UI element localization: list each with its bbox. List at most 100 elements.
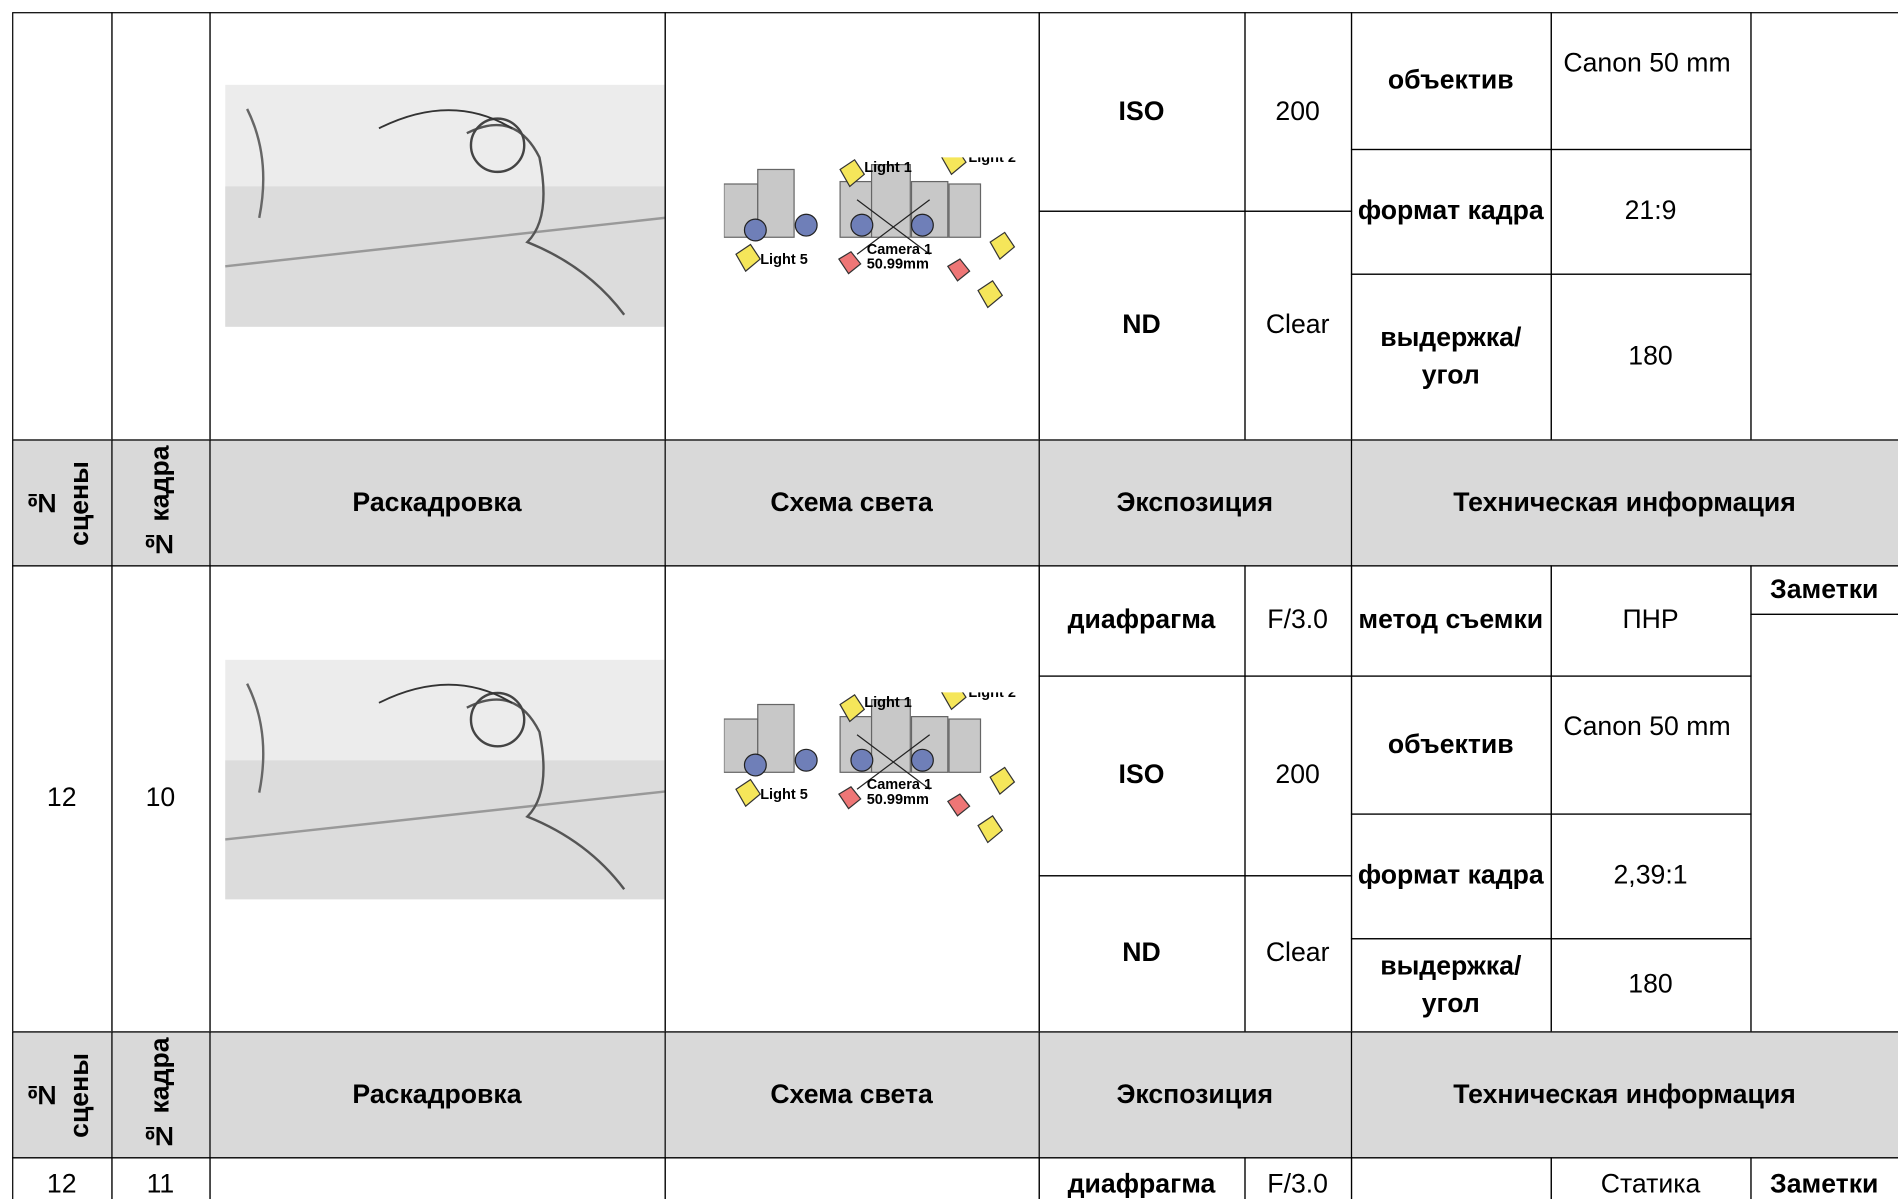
cell-text: ISO: [1118, 95, 1165, 126]
header-tech: Техническая информация: [1350, 438, 1898, 566]
exposure-label: диафрагма: [1038, 1156, 1245, 1199]
cell-text: 12: [46, 782, 77, 813]
frame-number: 11: [110, 1156, 211, 1199]
cell-text: 180: [1628, 968, 1673, 999]
frame-cell: [110, 11, 211, 441]
tech-value: Canon 50 mm: [1550, 674, 1751, 815]
scheme-label: Light 5: [760, 252, 808, 268]
header-light: Схема света: [663, 1030, 1040, 1158]
cell-text: 12: [46, 1167, 77, 1198]
exposure-value: 200: [1243, 11, 1352, 212]
storyboard-sketch: [225, 84, 665, 327]
tech-value: Статика: [1550, 1156, 1751, 1199]
scene-number: 12: [11, 564, 112, 1032]
cell-text: ND: [1122, 308, 1161, 340]
tech-value: 180: [1550, 937, 1751, 1032]
cell-text: Canon 50 mm: [1563, 46, 1731, 77]
cell-text: 2,39:1: [1613, 859, 1688, 890]
scheme-label: 50.99mm: [867, 257, 929, 273]
tech-value: 2,39:1: [1550, 812, 1751, 939]
cell-text: объектив: [1387, 64, 1514, 95]
tech-label: формат кадра: [1350, 812, 1552, 939]
cell-text: Схема света: [770, 486, 933, 517]
exposure-value: Clear: [1243, 210, 1352, 441]
exposure-label: ND: [1038, 210, 1245, 441]
cell-text: Раскадровка: [352, 1078, 522, 1109]
cell-text: 200: [1275, 759, 1320, 790]
scheme-label: Light 2: [968, 692, 1016, 701]
scheme-label: Light 2: [968, 157, 1016, 166]
frame-number: 10: [110, 564, 211, 1032]
notes-cell: [1749, 613, 1898, 1032]
tech-label: формат кадра: [1350, 148, 1552, 275]
tech-label: выдержка/ угол: [1350, 937, 1552, 1032]
scheme-label: Light 1: [864, 695, 912, 711]
cell-text: № сцены: [26, 459, 95, 545]
cell-text: Техническая информация: [1453, 486, 1796, 517]
scheme-label: Light 1: [864, 160, 912, 176]
cell-text: Экспозиция: [1116, 486, 1274, 517]
tech-value: Canon 50 mm: [1550, 11, 1751, 150]
cell-text: Схема света: [770, 1078, 933, 1109]
storyboard-sketch: [225, 659, 665, 900]
header-exposure: Экспозиция: [1038, 1030, 1352, 1158]
cell-text: Статика: [1600, 1167, 1701, 1198]
cell-text: F/3.0: [1267, 604, 1328, 635]
tech-label: выдержка/ угол: [1350, 272, 1552, 441]
cell-text: ISO: [1118, 759, 1165, 790]
exposure-label: ISO: [1038, 674, 1245, 876]
header-exposure: Экспозиция: [1038, 438, 1352, 566]
light-cell: [663, 1156, 1040, 1199]
light-scheme: Light 1 Light 2 Light 5 Camera 150.99mm: [723, 692, 1016, 844]
scene-number: 12: [11, 1156, 112, 1199]
scheme-label: Camera 1: [867, 242, 932, 258]
cell-text: выдержка/ угол: [1380, 949, 1522, 1018]
tech-label: объектив: [1350, 11, 1552, 150]
scene-cell: [11, 11, 112, 441]
exposure-value: Clear: [1243, 874, 1352, 1032]
cell-text: диафрагма: [1067, 604, 1216, 635]
cell-text: формат кадра: [1357, 859, 1544, 890]
cell-text: 11: [146, 1167, 175, 1198]
storyboard-cell: [208, 1156, 666, 1199]
cell-text: выдержка/ угол: [1380, 321, 1522, 390]
cell-text: № кадра: [144, 445, 175, 560]
cell-text: F/3.0: [1267, 1167, 1328, 1198]
header-light: Схема света: [663, 438, 1040, 566]
cell-text: формат кадра: [1357, 195, 1544, 226]
scheme-label: Light 5: [760, 787, 808, 803]
notes-cell: [1749, 11, 1898, 441]
header-frame: № кадра: [110, 438, 211, 566]
notes-label: Заметки: [1749, 1156, 1898, 1199]
cell-text: Техническая информация: [1453, 1078, 1796, 1109]
cell-text: Раскадровка: [352, 486, 522, 517]
cell-text: Экспозиция: [1116, 1078, 1274, 1109]
cell-text: 10: [145, 782, 176, 813]
cell-text: ND: [1122, 937, 1161, 968]
cell-text: диафрагма: [1067, 1167, 1216, 1198]
light-scheme: Light 1 Light 2 Light 5 Camera 150.99mm: [723, 157, 1016, 309]
exposure-value: F/3.0: [1243, 1156, 1352, 1199]
tech-label: объектив: [1350, 674, 1552, 815]
header-scene: № сцены: [11, 438, 112, 566]
cell-text: метод съемки: [1358, 604, 1544, 635]
notes-label: Заметки: [1749, 564, 1898, 615]
cell-text: Clear: [1265, 308, 1330, 340]
exposure-label: ISO: [1038, 11, 1245, 212]
header-frame: № кадра: [110, 1030, 211, 1158]
cell-text: Заметки: [1770, 1167, 1879, 1198]
cell-text: Canon 50 mm: [1563, 709, 1731, 741]
cell-text: объектив: [1387, 728, 1514, 759]
scheme-label: 50.99mm: [867, 792, 929, 808]
tech-value: 180: [1550, 272, 1751, 441]
tech-value: 21:9: [1550, 148, 1751, 275]
tech-value: ПНР: [1550, 564, 1751, 677]
cell-text: Заметки: [1770, 573, 1879, 604]
tech-label: [1350, 1156, 1552, 1199]
exposure-label: ND: [1038, 874, 1245, 1032]
cell-text: № кадра: [144, 1037, 175, 1152]
cell-text: 21:9: [1624, 195, 1677, 226]
exposure-value: 200: [1243, 674, 1352, 876]
